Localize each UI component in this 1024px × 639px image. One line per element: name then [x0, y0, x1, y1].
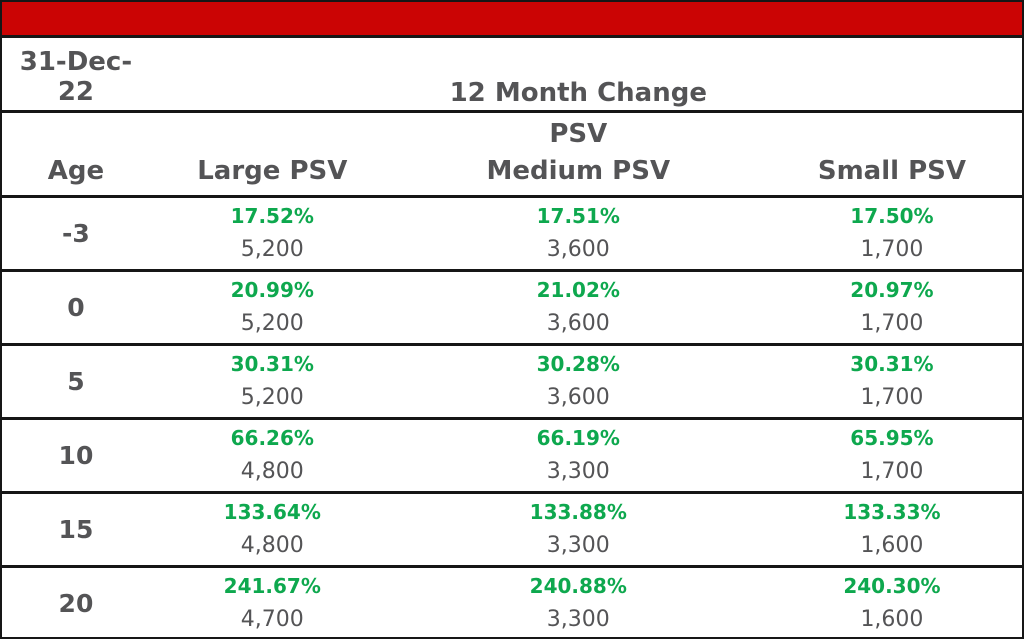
small-psv-pct-change: 133.33% — [843, 500, 941, 524]
psv-change-table: 31-Dec- 22 12 Month Change Age Large PSV… — [2, 38, 1022, 639]
large-psv-pct-change: 30.31% — [230, 352, 314, 376]
large-psv-cell: 30.31% 5,200 — [149, 344, 395, 420]
medium-psv-cell: 17.51% 3,600 — [394, 196, 762, 272]
age-value: 0 — [2, 270, 150, 346]
red-banner — [2, 2, 1022, 38]
title-row: 31-Dec- 22 12 Month Change — [2, 38, 1022, 113]
empty-cell — [149, 38, 395, 113]
small-psv-pct-change: 240.30% — [843, 574, 941, 598]
medium-psv-pct-change: 17.51% — [536, 204, 620, 228]
medium-psv-value: 3,300 — [546, 459, 610, 484]
small-psv-cell: 133.33% 1,600 — [761, 492, 1022, 568]
age-value: 15 — [2, 492, 150, 568]
small-psv-value: 1,700 — [860, 237, 924, 262]
small-psv-cell: 17.50% 1,700 — [761, 196, 1022, 272]
table-row-age-20: 20 241.67% 4,700 240.88% 3,300 240.30% 1… — [2, 567, 1022, 639]
large-psv-cell: 20.99% 5,200 — [149, 270, 395, 346]
age-value: 10 — [2, 418, 150, 494]
small-psv-value: 1,700 — [860, 459, 924, 484]
col-header-medium-line2: Medium PSV — [486, 156, 671, 186]
small-psv-pct-change: 20.97% — [850, 278, 934, 302]
medium-psv-value: 3,300 — [546, 533, 610, 558]
col-header-large-psv: Large PSV — [149, 111, 395, 198]
small-psv-pct-change: 30.31% — [850, 352, 934, 376]
large-psv-cell: 133.64% 4,800 — [149, 492, 395, 568]
col-header-small-psv: Small PSV — [761, 111, 1022, 198]
small-psv-value: 1,700 — [860, 311, 924, 336]
small-psv-cell: 30.31% 1,700 — [761, 344, 1022, 420]
small-psv-cell: 20.97% 1,700 — [761, 270, 1022, 346]
empty-cell — [761, 38, 1022, 113]
small-psv-value: 1,700 — [860, 385, 924, 410]
medium-psv-cell: 133.88% 3,300 — [394, 492, 762, 568]
age-value: 5 — [2, 344, 150, 420]
report-date-line2: 22 — [57, 77, 95, 107]
medium-psv-value: 3,600 — [546, 311, 610, 336]
medium-psv-pct-change: 240.88% — [529, 574, 627, 598]
large-psv-cell: 17.52% 5,200 — [149, 196, 395, 272]
medium-psv-pct-change: 30.28% — [536, 352, 620, 376]
large-psv-pct-change: 241.67% — [223, 574, 321, 598]
large-psv-cell: 241.67% 4,700 — [150, 567, 395, 639]
table-row-age-5: 5 30.31% 5,200 30.28% 3,600 30.31% 1,700 — [2, 344, 1022, 420]
large-psv-value: 5,200 — [240, 237, 304, 262]
large-psv-value: 5,200 — [240, 385, 304, 410]
age-value: -3 — [2, 196, 150, 272]
medium-psv-cell: 30.28% 3,600 — [394, 344, 762, 420]
column-header-row: Age Large PSV PSV Medium PSV Small PSV — [2, 111, 1022, 198]
small-psv-value: 1,600 — [860, 607, 924, 632]
large-psv-pct-change: 66.26% — [230, 426, 314, 450]
large-psv-value: 4,800 — [240, 459, 304, 484]
medium-psv-pct-change: 133.88% — [529, 500, 627, 524]
report-date-line1: 31-Dec- — [19, 47, 133, 77]
medium-psv-cell: 21.02% 3,600 — [394, 270, 762, 346]
small-psv-cell: 65.95% 1,700 — [761, 418, 1022, 494]
large-psv-pct-change: 133.64% — [223, 500, 321, 524]
table-row-age-10: 10 66.26% 4,800 66.19% 3,300 65.95% 1,70… — [2, 418, 1022, 494]
medium-psv-cell: 66.19% 3,300 — [394, 418, 762, 494]
large-psv-value: 4,700 — [240, 607, 304, 632]
medium-psv-value: 3,300 — [546, 607, 610, 632]
large-psv-pct-change: 20.99% — [230, 278, 314, 302]
large-psv-cell: 66.26% 4,800 — [149, 418, 395, 494]
medium-psv-pct-change: 66.19% — [536, 426, 620, 450]
medium-psv-cell: 240.88% 3,300 — [395, 567, 762, 639]
medium-psv-value: 3,600 — [546, 237, 610, 262]
table-row-age-0: 0 20.99% 5,200 21.02% 3,600 20.97% 1,700 — [2, 270, 1022, 346]
medium-psv-pct-change: 21.02% — [536, 278, 620, 302]
small-psv-value: 1,600 — [860, 533, 924, 558]
medium-psv-value: 3,600 — [546, 385, 610, 410]
small-psv-pct-change: 17.50% — [850, 204, 934, 228]
table-title: 12 Month Change — [394, 38, 762, 113]
col-header-medium-line1: PSV — [549, 119, 608, 149]
col-header-age: Age — [2, 111, 150, 198]
small-psv-pct-change: 65.95% — [850, 426, 934, 450]
large-psv-pct-change: 17.52% — [230, 204, 314, 228]
report-date: 31-Dec- 22 — [2, 38, 150, 113]
large-psv-value: 5,200 — [240, 311, 304, 336]
small-psv-cell: 240.30% 1,600 — [762, 567, 1022, 639]
table-row-age-15: 15 133.64% 4,800 133.88% 3,300 133.33% 1… — [2, 492, 1022, 568]
table-row-age-neg3: -3 17.52% 5,200 17.51% 3,600 17.50% 1,70… — [2, 196, 1022, 272]
large-psv-value: 4,800 — [240, 533, 304, 558]
age-value: 20 — [58, 589, 94, 618]
col-header-medium-psv: PSV Medium PSV — [394, 111, 762, 198]
